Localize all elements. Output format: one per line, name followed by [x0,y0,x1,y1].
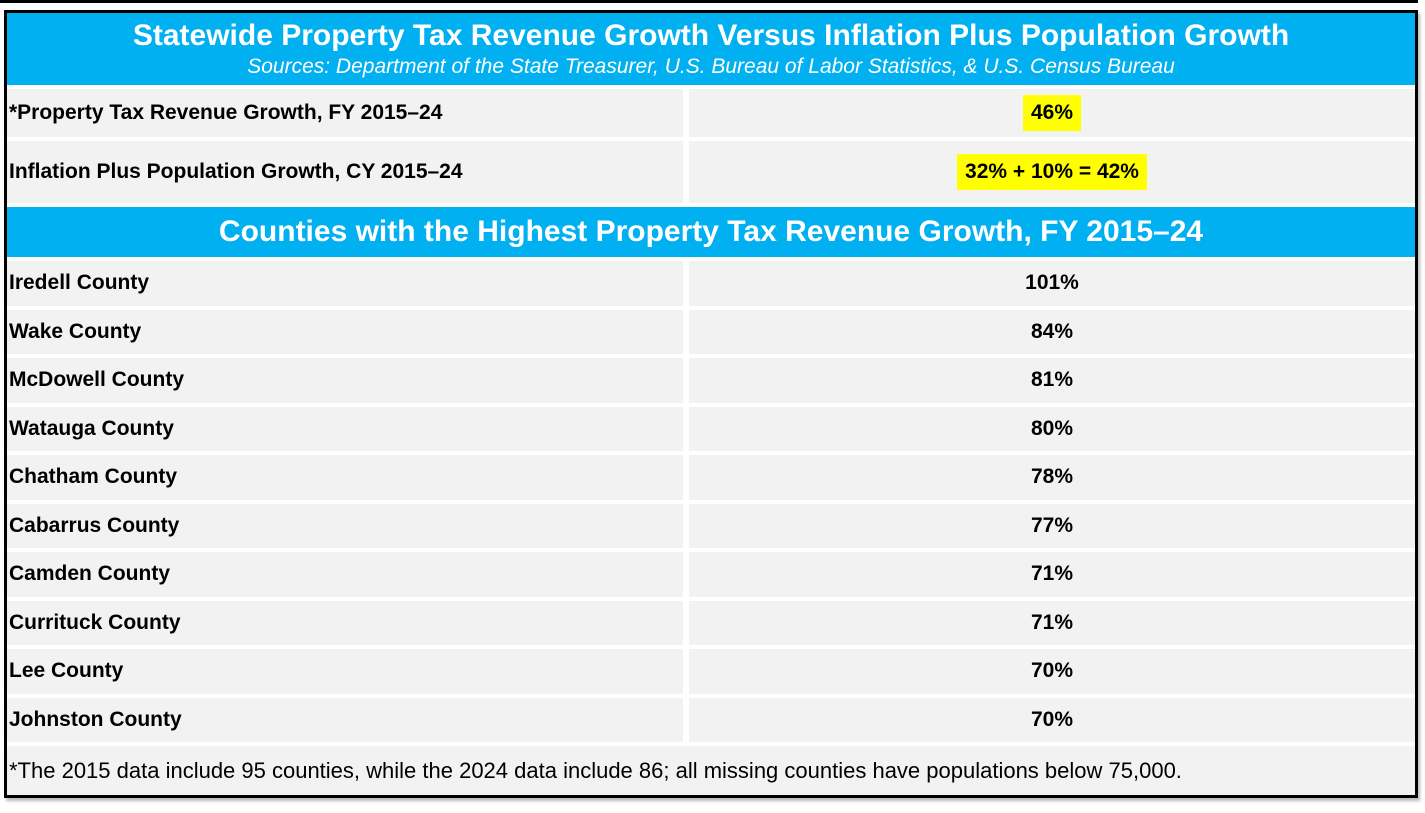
county-value: 70% [689,649,1415,694]
county-value: 77% [689,503,1415,548]
county-row: Johnston County 70% [7,697,1415,742]
county-name: Camden County [7,552,683,597]
county-name: Currituck County [7,600,683,645]
highlighted-value: 32% + 10% = 42% [957,154,1147,190]
county-row: Camden County 71% [7,552,1415,597]
county-value: 70% [689,697,1415,742]
section-header: Counties with the Highest Property Tax R… [218,215,1204,248]
county-row: Lee County 70% [7,649,1415,694]
summary-row-label: *Property Tax Revenue Growth, FY 2015–24 [7,89,683,137]
top-edge-artifact [0,0,1418,3]
county-name: Iredell County [7,261,683,306]
county-row: Watauga County 80% [7,406,1415,451]
footnote: *The 2015 data include 95 counties, whil… [7,746,1415,795]
county-row: Wake County 84% [7,309,1415,354]
county-value: 78% [689,455,1415,500]
county-name: McDowell County [7,358,683,403]
county-value: 71% [689,552,1415,597]
county-name: Watauga County [7,406,683,451]
county-name: Chatham County [7,455,683,500]
county-value: 81% [689,358,1415,403]
county-value: 84% [689,309,1415,354]
table-sources-subtitle: Sources: Department of the State Treasur… [247,55,1175,78]
county-row: Iredell County 101% [7,261,1415,306]
county-row: Currituck County 71% [7,600,1415,645]
county-name: Wake County [7,309,683,354]
property-tax-table: Statewide Property Tax Revenue Growth Ve… [4,10,1418,798]
county-name: Lee County [7,649,683,694]
county-row: Chatham County 78% [7,455,1415,500]
county-row: Cabarrus County 77% [7,503,1415,548]
section-header-band: Counties with the Highest Property Tax R… [7,207,1415,257]
summary-row-value-cell: 46% [689,89,1415,137]
table-title-band: Statewide Property Tax Revenue Growth Ve… [7,13,1415,85]
county-row: McDowell County 81% [7,358,1415,403]
summary-row-inflation-population: Inflation Plus Population Growth, CY 201… [7,141,1415,203]
highlighted-value: 46% [1022,95,1082,131]
county-name: Cabarrus County [7,503,683,548]
county-value: 80% [689,406,1415,451]
table-title: Statewide Property Tax Revenue Growth Ve… [132,19,1290,52]
summary-row-label: Inflation Plus Population Growth, CY 201… [7,141,683,203]
summary-row-property-tax: *Property Tax Revenue Growth, FY 2015–24… [7,89,1415,137]
county-value: 71% [689,600,1415,645]
summary-row-value-cell: 32% + 10% = 42% [689,141,1415,203]
county-value: 101% [689,261,1415,306]
county-name: Johnston County [7,697,683,742]
